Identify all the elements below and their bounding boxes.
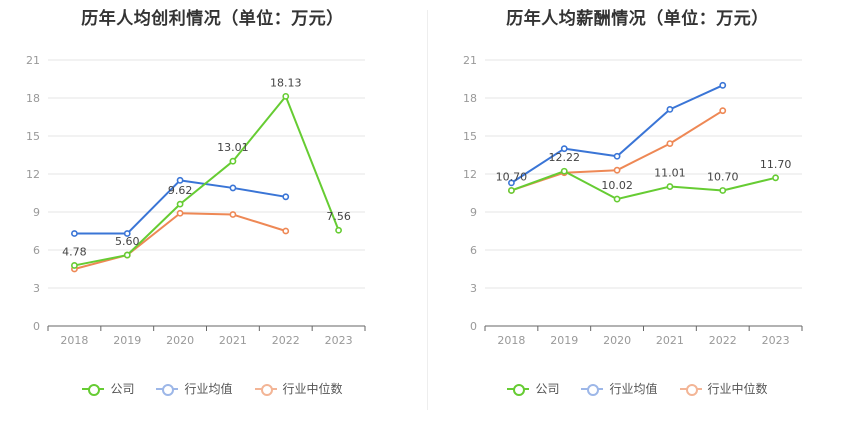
- x-tick-label: 2022: [272, 334, 300, 347]
- y-tick-label: 0: [470, 320, 477, 333]
- profit-chart-panel: 历年人均创利情况（单位：万元） 0 3 6 9 12 15 18 21 2018 2019 2020…: [0, 9, 425, 397]
- x-tick-label: 2020: [603, 334, 631, 347]
- profit-chart-legend: 公司 行业均值 行业中位数: [0, 380, 425, 397]
- y-tick-label: 3: [470, 282, 477, 295]
- data-label: 9.62: [168, 184, 193, 197]
- series-line-industry-median: [74, 212, 287, 270]
- legend-industry-median-icon: [679, 382, 702, 396]
- legend-industry-avg-icon: [156, 382, 179, 396]
- y-tick-label: 6: [470, 244, 477, 257]
- x-tick-label: 2018: [60, 334, 88, 347]
- data-point-industry-avg: [229, 184, 237, 192]
- data-point-company: [772, 174, 779, 182]
- x-tick-label: 2023: [762, 334, 790, 347]
- data-point-industry-avg: [666, 106, 674, 113]
- data-label: 7.56: [326, 210, 351, 223]
- x-tick-label: 2019: [113, 334, 141, 347]
- panel-divider: [427, 10, 428, 410]
- x-tick-label: 2020: [166, 334, 194, 347]
- data-point-company: [508, 187, 515, 194]
- series-line-company: [511, 170, 776, 201]
- x-tick-label: 2021: [219, 334, 247, 347]
- data-point-company: [282, 92, 290, 100]
- data-label: 10.02: [601, 179, 633, 192]
- legend-item-company[interactable]: 公司: [82, 380, 134, 397]
- data-label: 5.60: [115, 235, 140, 248]
- data-label: 11.70: [760, 158, 792, 171]
- data-point-industry-median: [666, 140, 674, 147]
- data-label: 10.70: [707, 170, 739, 183]
- data-point-industry-avg: [719, 81, 727, 89]
- salary-chart-title: 历年人均薪酬情况（单位：万元）: [506, 9, 769, 29]
- y-tick-label: 15: [463, 130, 477, 143]
- data-point-industry-avg: [176, 176, 184, 184]
- legend-industry-median-label: 行业中位数: [282, 382, 343, 396]
- y-tick-label: 12: [26, 168, 40, 181]
- data-point-industry-median: [719, 107, 727, 115]
- y-tick-label: 21: [26, 54, 40, 67]
- y-tick-label: 0: [33, 320, 40, 333]
- profit-chart-title: 历年人均创利情况（单位：万元）: [81, 9, 344, 29]
- data-point-industry-avg: [123, 230, 131, 237]
- legend-industry-avg-icon: [581, 382, 604, 396]
- x-tick-label: 2021: [656, 334, 684, 347]
- x-tick-label: 2023: [325, 334, 353, 347]
- legend-company-label: 公司: [110, 382, 135, 396]
- data-point-industry-avg: [560, 145, 568, 153]
- data-point-industry-median: [282, 227, 290, 235]
- legend-item-industry-median[interactable]: 行业中位数: [254, 380, 343, 397]
- y-tick-label: 9: [33, 206, 40, 219]
- legend-industry-avg-label: 行业均值: [609, 382, 658, 396]
- y-tick-label: 18: [463, 92, 477, 105]
- legend-industry-avg-label: 行业均值: [184, 382, 233, 396]
- data-point-company: [613, 195, 621, 203]
- data-label: 10.70: [496, 170, 528, 183]
- data-point-company: [123, 251, 131, 259]
- data-point-industry-avg: [613, 152, 621, 160]
- legend-item-industry-median[interactable]: 行业中位数: [679, 380, 768, 397]
- data-point-industry-median: [229, 211, 237, 218]
- data-point-industry-avg: [282, 193, 290, 201]
- data-point-company: [719, 187, 727, 194]
- data-point-company: [229, 157, 237, 165]
- x-tick-label: 2022: [709, 334, 737, 347]
- data-point-company: [71, 262, 78, 269]
- x-tick-label: 2018: [497, 334, 525, 347]
- legend-company-icon: [507, 382, 530, 396]
- legend-company-icon: [82, 382, 105, 396]
- data-label: 13.01: [217, 141, 249, 154]
- y-tick-label: 18: [26, 92, 40, 105]
- y-tick-label: 15: [26, 130, 40, 143]
- data-point-company: [560, 167, 568, 175]
- x-tick-label: 2019: [550, 334, 578, 347]
- legend-item-company[interactable]: 公司: [507, 380, 559, 397]
- data-label: 18.13: [270, 76, 302, 89]
- salary-chart-panel: 历年人均薪酬情况（单位：万元） 0 3 6 9 12 15 18 21 2018 2019 2020…: [425, 0, 850, 437]
- data-point-industry-avg: [508, 179, 515, 187]
- legend-item-industry-avg[interactable]: 行业均值: [581, 380, 658, 397]
- salary-line-chart: 0 3 6 9 12 15 18 21 2018 2019 2020 2021 2022 2023 10.7…: [463, 54, 803, 347]
- profit-line-chart: 0 3 6 9 12 15 18 21 2018 2019 2020 2021 2022 2023 4.78…: [26, 54, 366, 347]
- data-point-company: [666, 183, 674, 190]
- salary-chart-legend: 公司 行业均值 行业中位数: [425, 380, 850, 397]
- y-tick-label: 9: [470, 206, 477, 219]
- data-point-company: [335, 226, 342, 234]
- legend-item-industry-avg[interactable]: 行业均值: [156, 380, 233, 397]
- legend-industry-median-label: 行业中位数: [707, 382, 768, 396]
- data-point-industry-median: [176, 209, 184, 217]
- data-label: 4.78: [62, 245, 87, 258]
- y-tick-label: 3: [33, 282, 40, 295]
- data-label: 12.22: [549, 151, 581, 164]
- y-tick-label: 12: [463, 168, 477, 181]
- legend-industry-median-icon: [254, 382, 277, 396]
- y-tick-label: 21: [463, 54, 477, 67]
- legend-company-label: 公司: [535, 382, 560, 396]
- data-point-industry-avg: [71, 230, 78, 237]
- data-label: 11.01: [654, 167, 686, 180]
- data-point-company: [176, 200, 184, 208]
- y-tick-label: 6: [33, 244, 40, 257]
- data-point-industry-median: [613, 166, 621, 174]
- series-line-company: [74, 95, 340, 267]
